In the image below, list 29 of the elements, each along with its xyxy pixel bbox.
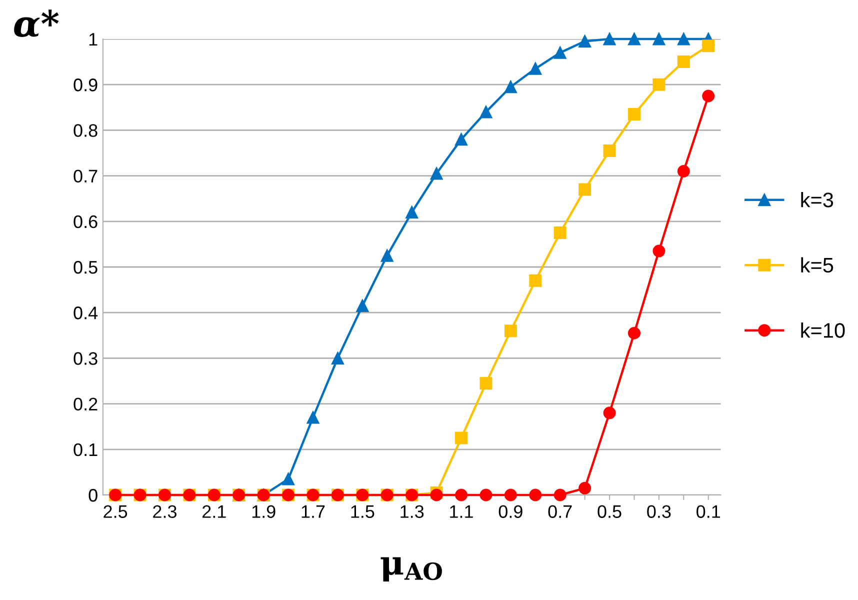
y-tick-label: 0.9 [74, 78, 98, 92]
x-tick-label: 2.1 [202, 505, 226, 518]
x-tick-label: 1.3 [400, 505, 424, 518]
x-tick-label: 2.5 [104, 505, 128, 518]
y-tick-label: 0.7 [74, 170, 98, 183]
y-tick-label: 0.3 [74, 352, 98, 365]
x-tick-label: 0.7 [548, 505, 572, 518]
x-tick-label: 0.1 [696, 505, 720, 518]
x-tick-label: 1.7 [302, 505, 325, 518]
legend-label: k=10 [801, 322, 845, 338]
y-axis-title: α* [14, 10, 59, 37]
legend-label: k=3 [801, 192, 834, 208]
x-tick-label: 1.1 [450, 505, 473, 518]
x-tick-label: 1.9 [252, 505, 276, 518]
x-tick-label: 0.3 [647, 505, 671, 518]
y-tick-label: 1 [89, 33, 98, 46]
x-tick-label: 1.5 [351, 505, 374, 518]
x-tick-label: 0.9 [498, 505, 522, 518]
x-axis-title: μ$_{AO}$ [380, 557, 442, 582]
y-tick-label: 0.8 [74, 124, 98, 137]
legend-label: k=5 [801, 257, 834, 273]
x-tick-label: 2.3 [153, 505, 176, 518]
x-tick-label: 0.5 [598, 505, 622, 518]
y-tick-label: 0 [88, 488, 98, 502]
y-tick-label: 0.2 [74, 398, 98, 411]
y-tick-label: 0.1 [74, 443, 98, 456]
y-tick-label: 0.6 [74, 215, 98, 228]
y-tick-label: 0.4 [74, 306, 98, 320]
y-tick-label: 0.5 [74, 260, 98, 274]
